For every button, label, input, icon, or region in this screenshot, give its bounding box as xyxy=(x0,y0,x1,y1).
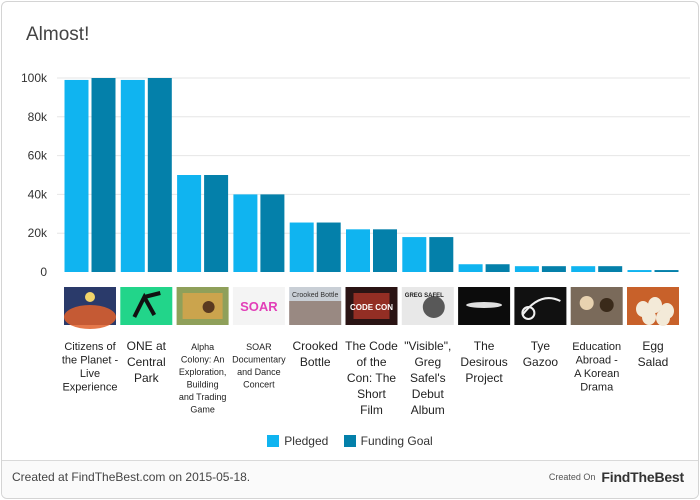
funding-goal-bar xyxy=(654,270,679,272)
pledged-bar xyxy=(571,266,596,272)
y-tick-label: 0 xyxy=(40,265,47,279)
category-label: "Visible", Greg Safel's Debut Album xyxy=(404,339,451,417)
footer: Created at FindTheBest.com on 2015-05-18… xyxy=(2,460,698,498)
y-tick-label: 80k xyxy=(28,110,48,124)
category-label: Alpha Colony: An Exploration, Building and T… xyxy=(179,342,227,415)
category-label: The Desirous Project xyxy=(460,339,507,385)
poster-shape xyxy=(353,293,390,319)
bar-chart: 0 20k 40k 60k 80k 100k Citizens of the Planet -… xyxy=(21,71,690,417)
band-shape xyxy=(289,301,342,325)
legend-swatch-pledged xyxy=(267,435,280,447)
category-label: Egg Salad xyxy=(638,339,669,369)
silhouette-shape xyxy=(466,302,503,308)
korean-drama-scene-photo xyxy=(570,287,623,325)
board-game-box-photo xyxy=(176,287,229,325)
category-label: Tye Gazoo xyxy=(523,339,559,369)
code-of-the-con-poster: CODE CON xyxy=(345,287,398,325)
guitar-sketch-photo xyxy=(514,287,567,325)
legend-label-pledged: Pledged xyxy=(284,434,329,448)
pledged-bar xyxy=(120,79,145,272)
band-name-text: Crooked Bottle xyxy=(292,292,338,299)
pledged-bar xyxy=(233,194,258,272)
created-on-label: Created On xyxy=(548,472,596,482)
greg-safel-album-cover: GREG SAFEL xyxy=(401,287,454,325)
pledged-bar xyxy=(64,79,89,272)
guitar-shape xyxy=(521,297,561,316)
thumbnail-bg xyxy=(570,287,623,325)
category-label: Education Abroad -A Korean Drama xyxy=(572,341,621,394)
green-dancer-photo xyxy=(120,287,173,325)
figure xyxy=(202,301,215,313)
person-shape xyxy=(599,298,614,312)
funding-goal-bar xyxy=(316,222,341,272)
portrait-shape xyxy=(422,296,445,318)
soar-logo-text: SOAR xyxy=(240,299,278,314)
dark-silhouette-photo xyxy=(458,287,511,325)
crooked-bottle-band-photo: Crooked Bottle xyxy=(289,287,342,325)
funding-goal-bar xyxy=(204,175,229,272)
thumbnail-bg xyxy=(514,287,567,325)
y-tick-label: 60k xyxy=(28,149,48,163)
pledged-bar xyxy=(627,270,652,272)
stage-light xyxy=(85,292,95,302)
legend-label-funding-goal: Funding Goal xyxy=(360,434,433,448)
legend: Pledged Funding Goal xyxy=(2,434,698,448)
thumbnail-bg xyxy=(120,287,173,325)
pledged-bar xyxy=(514,266,539,272)
pledged-bar xyxy=(346,229,370,272)
chart-title: Almost! xyxy=(26,24,90,45)
category-label: The Code of the Con: The Short Film xyxy=(345,339,398,417)
thumbnail-bg xyxy=(232,287,285,325)
funding-goal-bar xyxy=(429,237,454,272)
eggs-photo xyxy=(627,287,679,326)
funding-goal-bar xyxy=(598,266,623,272)
poster-text: CODE CON xyxy=(350,303,393,312)
funding-goal-bar xyxy=(147,78,172,272)
funding-goal-bar xyxy=(485,264,510,272)
guitar-body xyxy=(521,306,536,320)
crowd-stage-photo xyxy=(64,287,116,329)
created-date-text: Created at FindTheBest.com on 2015-05-18… xyxy=(12,470,251,484)
egg-shape xyxy=(656,310,670,326)
egg-shape xyxy=(642,309,656,325)
legend-item-pledged[interactable]: Pledged xyxy=(267,434,328,448)
pledged-bar xyxy=(402,237,427,272)
game-box xyxy=(182,293,223,319)
soar-logo-photo: SOAR xyxy=(232,287,285,325)
category-label: SOAR Documentary and Dance Concert xyxy=(232,342,286,390)
category-label: ONE at Central Park xyxy=(127,339,167,385)
y-tick-label: 40k xyxy=(28,187,48,201)
y-tick-label: 100k xyxy=(21,71,48,85)
pledged-bar xyxy=(458,264,483,272)
crowd-shape xyxy=(64,305,116,329)
funding-goal-bar xyxy=(541,266,566,272)
person-shape xyxy=(579,296,594,310)
egg-shape xyxy=(648,297,662,313)
funding-goal-bar xyxy=(373,229,397,272)
funding-goal-bar xyxy=(260,194,285,272)
category-label: Crooked Bottle xyxy=(293,339,338,369)
funding-goal-bar xyxy=(91,78,116,272)
y-tick-label: 20k xyxy=(28,226,48,240)
category-label: Citizens of the Planet -Live Experience xyxy=(62,341,119,394)
dancer-shape xyxy=(132,291,161,318)
album-text: GREG SAFEL xyxy=(405,293,444,299)
brand-logo[interactable]: Created On FindTheBest xyxy=(549,469,684,485)
legend-swatch-funding-goal xyxy=(343,435,356,447)
pledged-bar xyxy=(177,175,202,272)
brand-name: FindTheBest xyxy=(601,469,684,485)
legend-item-funding-goal[interactable]: Funding Goal xyxy=(343,434,433,448)
pledged-bar xyxy=(289,222,314,272)
